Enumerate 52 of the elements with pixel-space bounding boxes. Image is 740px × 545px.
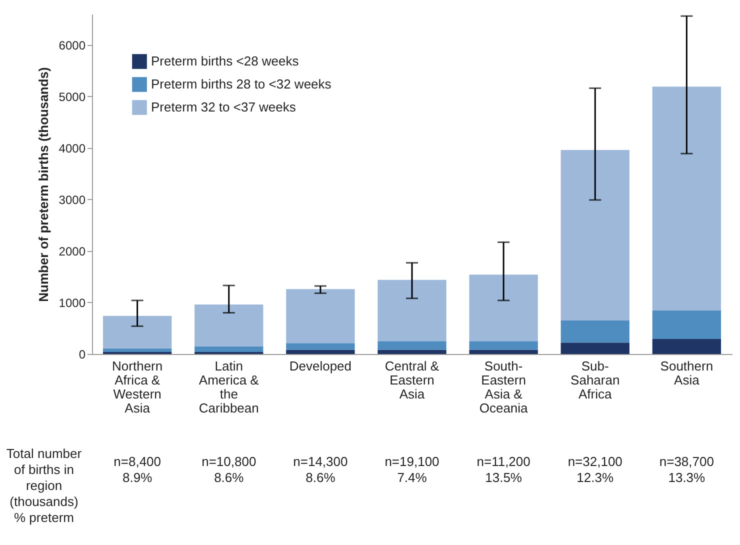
text: 12.3%: [576, 470, 614, 485]
y-tick-label: 2000: [58, 244, 86, 258]
y-tick-label: 0: [78, 348, 86, 362]
bar: [652, 339, 722, 354]
bar: [378, 350, 446, 354]
bar: [378, 341, 446, 350]
bar: [469, 341, 538, 350]
y-tick-label: 6000: [58, 38, 86, 52]
y-tick-label: 5000: [58, 90, 86, 104]
x-tick-label: Latin America & the Caribbean: [198, 358, 260, 416]
x-tick-label: Developed: [289, 358, 352, 374]
text: n=14,300: [293, 454, 348, 469]
text: 13.3%: [668, 470, 706, 485]
y-tick-label: 1000: [58, 296, 86, 310]
bar: [652, 310, 722, 340]
text: 8.9%: [122, 470, 153, 485]
bar: [652, 86, 722, 310]
bar: [560, 342, 630, 354]
text: n=10,800: [202, 454, 256, 469]
y-tick-label: 3000: [58, 192, 86, 207]
bar: [286, 350, 355, 354]
text: 8.6%: [306, 470, 336, 485]
text: n=19,100: [384, 454, 440, 469]
legend-label: Preterm births <28 weeks: [151, 54, 300, 68]
x-tick-label: Sub-Saharan Africa: [570, 358, 620, 402]
x-tick-label: Northern Africa & Western Asia: [112, 358, 163, 416]
bar: [102, 348, 172, 352]
bar: [560, 320, 630, 343]
bar: [469, 350, 538, 354]
text: n=38,700: [659, 454, 714, 469]
bar: [286, 343, 355, 350]
text: Total number of births in region (thousands) % preterm: [6, 446, 82, 525]
legend-label: Preterm births 28 to <32 weeks: [151, 76, 332, 92]
text: n=11,200: [476, 454, 530, 469]
text: n=8,400: [114, 454, 161, 469]
x-tick-label: Southern Asia: [660, 358, 714, 388]
text: 7.4%: [397, 470, 428, 485]
bar: [102, 316, 172, 348]
bar: [560, 150, 630, 321]
text: 8.6%: [214, 470, 244, 485]
legend-label: Preterm 32 to <37 weeks: [151, 100, 296, 114]
text: n=32,100: [568, 454, 622, 469]
text: 13.5%: [485, 470, 522, 485]
bar: [378, 280, 446, 342]
y-axis-title: Number of preterm births (thousands): [36, 67, 51, 302]
bar: [194, 304, 264, 346]
x-tick-label: South-Eastern Asia & Oceania: [479, 358, 529, 416]
bar: [194, 346, 264, 352]
x-tick-label: Central & Eastern Asia: [384, 358, 440, 402]
bar: [286, 289, 355, 344]
y-tick-label: 4000: [58, 141, 86, 156]
bar: [469, 274, 538, 342]
